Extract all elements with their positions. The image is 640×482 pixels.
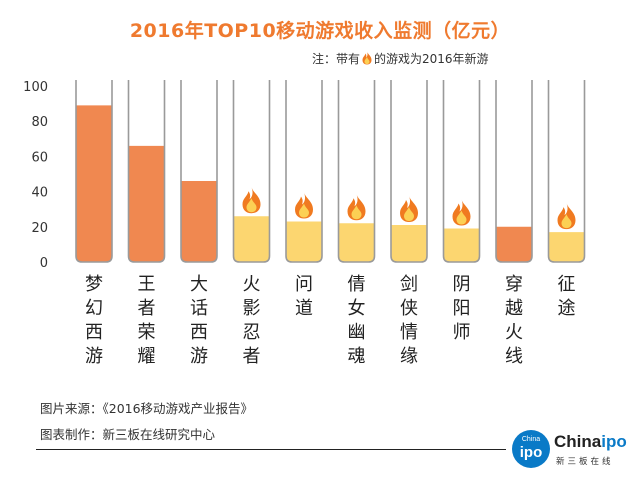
y-tick-label: 60 bbox=[31, 150, 48, 165]
category-label-char: 途 bbox=[558, 298, 576, 319]
source-caption: 图片来源：《2016移动游戏产业报告》 bbox=[40, 401, 254, 416]
category-label-char: 梦 bbox=[85, 274, 103, 295]
tube-outline bbox=[180, 80, 218, 263]
tube-outline bbox=[285, 80, 323, 263]
category-label-char: 影 bbox=[243, 298, 261, 319]
y-tick-label: 20 bbox=[31, 221, 48, 236]
category-label-char: 倩 bbox=[348, 274, 366, 295]
bar bbox=[338, 223, 375, 262]
logo-word-accent: ipo bbox=[601, 432, 627, 451]
chart-title: 2016年TOP10移动游戏收入监测（亿元） bbox=[129, 20, 511, 42]
chinaipo-logo: China ipo Chinaipo 新三板在线 bbox=[512, 430, 630, 470]
logo-word-main: China bbox=[554, 432, 602, 451]
category-label-char: 大 bbox=[190, 274, 208, 295]
tube-outline bbox=[232, 80, 271, 263]
category-label-char: 线 bbox=[505, 346, 523, 367]
bar bbox=[76, 105, 112, 262]
y-tick-label: 0 bbox=[40, 256, 48, 271]
bar bbox=[128, 145, 165, 262]
category-label-char: 者 bbox=[138, 298, 156, 319]
category-label-char: 征 bbox=[558, 274, 576, 295]
logo-wordmark: Chinaipo bbox=[554, 432, 627, 452]
flame-icon bbox=[557, 203, 576, 230]
category-label-char: 侠 bbox=[400, 298, 418, 319]
note-prefix: 注：带有 bbox=[312, 52, 361, 66]
bar bbox=[443, 228, 480, 262]
note-suffix: 的游戏为2016年新游 bbox=[374, 52, 489, 66]
flame-icon bbox=[295, 192, 313, 219]
logo-badge-top: China bbox=[521, 436, 541, 443]
logo-subtitle: 新三板在线 bbox=[556, 457, 614, 467]
flame-icon bbox=[362, 51, 372, 65]
category-label-char: 荣 bbox=[138, 322, 156, 343]
tube-outline bbox=[390, 80, 428, 263]
category-label-char: 阴 bbox=[453, 274, 471, 295]
tube-outline bbox=[127, 80, 166, 263]
category-label-char: 越 bbox=[505, 298, 523, 319]
category-label-char: 者 bbox=[243, 346, 261, 367]
category-label-char: 火 bbox=[243, 274, 261, 295]
revenue-bar-chart: 020406080100梦幻西游王者荣耀大话西游火影忍者问道倩女幽魂剑侠情缘阴阳… bbox=[23, 80, 586, 367]
bar bbox=[496, 226, 532, 262]
category-label-char: 西 bbox=[85, 322, 103, 343]
tube-outline bbox=[495, 80, 533, 263]
category-label-char: 剑 bbox=[400, 274, 418, 295]
category-label-char: 话 bbox=[190, 298, 208, 319]
flame-icon bbox=[347, 194, 366, 221]
category-label-char: 道 bbox=[295, 298, 313, 319]
bar bbox=[181, 181, 217, 262]
category-label-char: 情 bbox=[400, 322, 418, 343]
category-label-char: 游 bbox=[85, 346, 103, 367]
credit-caption: 图表制作：新三板在线研究中心 bbox=[40, 427, 216, 442]
category-label-char: 魂 bbox=[348, 346, 366, 367]
y-tick-label: 80 bbox=[31, 115, 48, 130]
category-label-char: 西 bbox=[190, 322, 208, 343]
bar bbox=[548, 232, 585, 262]
flame-icon bbox=[452, 199, 471, 226]
bar bbox=[233, 216, 270, 262]
category-label-char: 火 bbox=[505, 322, 523, 343]
logo-badge-main: ipo bbox=[519, 444, 543, 461]
legend-note: 注：带有 的游戏为2016年新游 bbox=[312, 50, 489, 67]
bar bbox=[391, 225, 427, 262]
category-label-char: 幽 bbox=[348, 322, 366, 343]
tube-outline bbox=[337, 80, 376, 263]
category-label-char: 王 bbox=[138, 274, 156, 295]
category-label-char: 穿 bbox=[505, 274, 523, 295]
category-label-char: 缘 bbox=[400, 346, 418, 367]
category-label-char: 问 bbox=[295, 274, 313, 295]
category-label-char: 幻 bbox=[85, 298, 103, 319]
footer-divider bbox=[36, 449, 506, 450]
category-label-char: 忍 bbox=[243, 322, 261, 343]
flame-icon bbox=[400, 196, 418, 223]
category-label-char: 师 bbox=[453, 322, 471, 343]
tube-outline bbox=[442, 80, 481, 263]
flame-icon bbox=[242, 187, 261, 214]
tube-outline bbox=[547, 80, 586, 263]
category-label-char: 阳 bbox=[453, 298, 471, 319]
category-label-char: 耀 bbox=[138, 346, 156, 367]
logo-badge: China ipo bbox=[512, 430, 550, 468]
category-label-char: 女 bbox=[348, 298, 366, 319]
category-label-char: 游 bbox=[190, 346, 208, 367]
y-tick-label: 100 bbox=[23, 80, 48, 95]
tube-outline bbox=[75, 80, 113, 263]
bar bbox=[286, 221, 322, 262]
y-tick-label: 40 bbox=[31, 186, 48, 201]
